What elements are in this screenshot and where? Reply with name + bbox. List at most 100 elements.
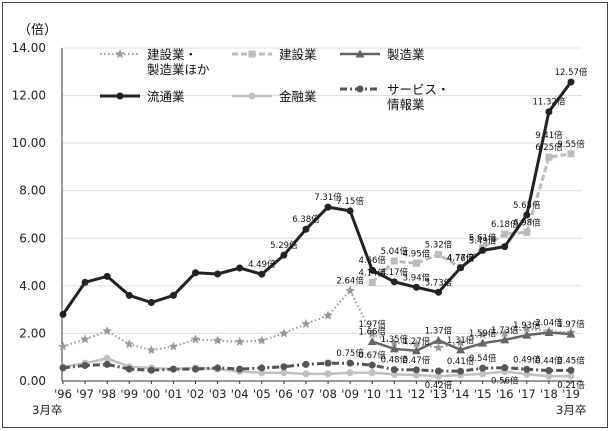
data-point bbox=[389, 344, 399, 353]
data-point bbox=[567, 78, 575, 86]
gridlines bbox=[62, 47, 582, 382]
data-point bbox=[125, 365, 133, 373]
data-point bbox=[214, 270, 222, 278]
legend-label: 製造業ほか bbox=[147, 62, 210, 77]
data-label: 5.65倍 bbox=[513, 200, 541, 211]
data-point bbox=[169, 291, 177, 299]
data-point bbox=[479, 370, 487, 378]
data-point bbox=[236, 365, 244, 373]
x-tick-label: '12 bbox=[407, 387, 425, 401]
y-tick-label: 12.00 bbox=[12, 89, 46, 103]
data-point bbox=[501, 230, 509, 238]
data-label: 1.93倍 bbox=[513, 320, 541, 331]
data-point bbox=[523, 228, 531, 236]
data-label: 1.37倍 bbox=[425, 325, 453, 336]
data-point bbox=[169, 365, 177, 373]
y-tick-label: 4.00 bbox=[19, 279, 46, 293]
data-point bbox=[212, 335, 223, 345]
x-tick-label: '19 bbox=[562, 387, 580, 401]
series-line bbox=[62, 361, 572, 373]
x-tick-label: '03 bbox=[209, 387, 227, 401]
chart-frame bbox=[2, 2, 608, 428]
legend-item: 建設業 bbox=[232, 47, 317, 62]
data-point bbox=[214, 364, 222, 372]
data-point bbox=[302, 225, 310, 233]
x-tick-label: '01 bbox=[165, 387, 183, 401]
x-tick-label: '06 bbox=[275, 387, 293, 401]
data-point bbox=[545, 372, 553, 380]
data-point bbox=[412, 371, 420, 379]
data-label: 0.44倍 bbox=[535, 356, 563, 367]
legend-label: 建設業 bbox=[279, 47, 317, 62]
data-point bbox=[146, 345, 157, 355]
data-point bbox=[434, 372, 442, 380]
data-point bbox=[389, 337, 400, 347]
series-line bbox=[62, 357, 572, 378]
data-point bbox=[477, 329, 488, 339]
data-point bbox=[390, 257, 398, 265]
data-point bbox=[434, 250, 442, 258]
data-point bbox=[125, 291, 133, 299]
data-label: 5.29倍 bbox=[270, 240, 298, 251]
data-point bbox=[545, 367, 553, 375]
x-tick-label: '11 bbox=[385, 387, 403, 401]
data-point bbox=[457, 367, 465, 375]
data-label: 7.31倍 bbox=[314, 192, 342, 203]
data-point bbox=[433, 335, 443, 344]
series-line bbox=[61, 81, 573, 316]
legend-label: 建設業・ bbox=[147, 47, 197, 62]
data-point bbox=[545, 153, 553, 161]
x-tick-label: '97 bbox=[76, 387, 94, 401]
x-tick-label: '99 bbox=[120, 387, 138, 401]
data-point bbox=[522, 323, 532, 333]
data-point bbox=[58, 341, 68, 351]
axes: （倍） 0.00 2.00 4.00 6.00 8.00 10.00 12.00 14.00 '9… bbox=[12, 23, 587, 417]
data-label: 4.49倍 bbox=[248, 259, 276, 270]
data-label: 6.18倍 bbox=[491, 219, 519, 230]
data-point bbox=[345, 285, 355, 295]
data-point bbox=[103, 272, 111, 280]
data-point bbox=[566, 329, 576, 338]
data-label: 7.15倍 bbox=[336, 196, 364, 207]
data-point bbox=[368, 369, 376, 377]
data-label: 0.75倍 bbox=[336, 348, 364, 359]
data-label: 5.49倍 bbox=[469, 235, 497, 246]
data-point bbox=[280, 369, 288, 377]
x-tick-label: '15 bbox=[474, 387, 492, 401]
data-point bbox=[323, 310, 333, 320]
y-tick-label: 0.00 bbox=[19, 374, 46, 388]
data-label: 0.48倍 bbox=[381, 355, 409, 366]
data-point bbox=[59, 310, 67, 318]
data-label: 0.21倍 bbox=[557, 380, 585, 391]
data-point bbox=[168, 341, 179, 351]
legend-label: 製造業 bbox=[387, 47, 425, 62]
data-point bbox=[544, 327, 554, 336]
data-point bbox=[501, 243, 509, 251]
data-point bbox=[279, 328, 289, 338]
legend-item: サービス・情報業 bbox=[340, 82, 450, 112]
data-label: 3.73倍 bbox=[425, 277, 453, 288]
y-tick-label: 6.00 bbox=[19, 231, 46, 245]
legend-swatch-marker bbox=[115, 49, 125, 58]
data-label: 0.54倍 bbox=[469, 353, 497, 364]
data-label: 1.73倍 bbox=[491, 325, 519, 336]
data-point bbox=[103, 354, 111, 362]
data-label: 2.04倍 bbox=[535, 317, 563, 328]
legend-label: 金融業 bbox=[279, 89, 317, 104]
legend-item: 流通業 bbox=[100, 89, 185, 104]
data-label: 0.45倍 bbox=[557, 355, 585, 366]
x-tick-label: '00 bbox=[142, 387, 160, 401]
data-point bbox=[80, 334, 90, 344]
data-point bbox=[302, 360, 310, 368]
data-point bbox=[500, 328, 510, 338]
data-point bbox=[59, 364, 67, 372]
data-point bbox=[457, 264, 465, 272]
data-point bbox=[479, 246, 487, 254]
data-point bbox=[412, 259, 420, 267]
data-label: 4.95倍 bbox=[403, 248, 431, 259]
data-point bbox=[500, 335, 510, 344]
legend-label: 流通業 bbox=[147, 89, 185, 104]
legend-item: 金融業 bbox=[232, 89, 317, 104]
data-point bbox=[124, 339, 134, 349]
